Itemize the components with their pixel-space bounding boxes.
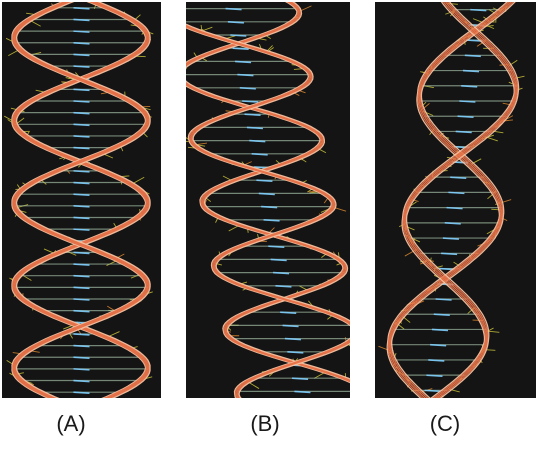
- helix-panel-a: [2, 2, 161, 398]
- backbone-ribbon-1: [386, 2, 516, 398]
- helix-panel-c: [375, 2, 536, 398]
- base-pairs: [14, 7, 149, 394]
- helix-image-c: [378, 2, 525, 398]
- base-pairs: [390, 8, 517, 393]
- helix-image-b: [186, 2, 350, 398]
- panel-label-a: (A): [56, 411, 86, 436]
- backbone-ribbon-2: [11, 2, 151, 398]
- backbone-ribbon-1: [186, 2, 350, 384]
- helix-image-a: [4, 2, 154, 398]
- backbone-ribbon-1: [11, 2, 151, 398]
- backbone-ribbon-2: [186, 23, 350, 398]
- panel-label-b: (B): [250, 411, 280, 436]
- panel-label-c: (C): [429, 411, 461, 436]
- base-pairs: [186, 7, 350, 394]
- backbone-ribbon-2: [401, 2, 520, 398]
- helix-panel-b: [186, 2, 350, 398]
- atom-sticks: [4, 2, 154, 393]
